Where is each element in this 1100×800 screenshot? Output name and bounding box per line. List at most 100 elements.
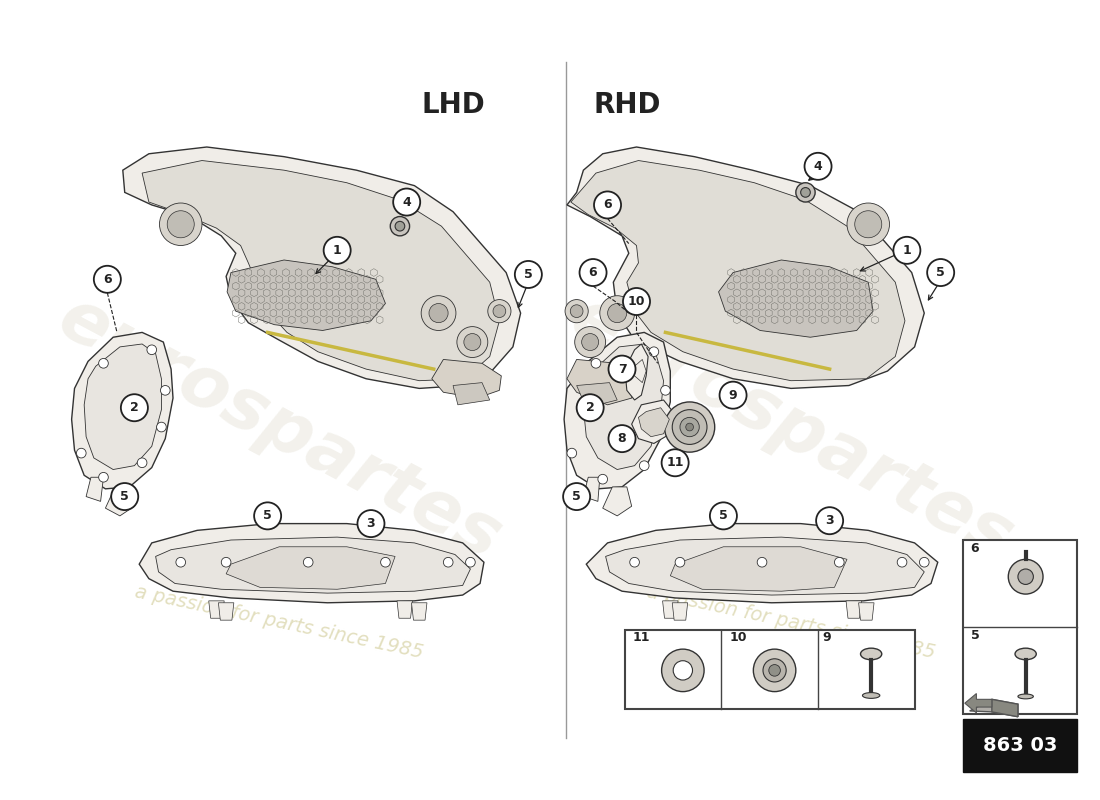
Polygon shape [432,359,502,398]
Circle shape [574,326,606,358]
Circle shape [680,418,700,437]
Circle shape [591,358,601,368]
Polygon shape [123,147,520,389]
Text: 3: 3 [825,514,834,527]
Circle shape [576,394,604,422]
Polygon shape [155,537,471,593]
Text: LHD: LHD [421,91,485,119]
Polygon shape [672,602,688,620]
Circle shape [598,474,607,484]
Text: 1: 1 [902,244,911,257]
Circle shape [710,502,737,530]
Polygon shape [992,699,1018,717]
Circle shape [629,558,639,567]
Polygon shape [453,382,490,405]
Circle shape [111,483,139,510]
Text: eurospartes: eurospartes [46,283,513,574]
Circle shape [582,334,598,350]
Polygon shape [859,602,874,620]
Text: 10: 10 [628,295,646,308]
Text: 10: 10 [729,631,747,645]
Text: 2: 2 [130,402,139,414]
Circle shape [675,558,685,567]
Text: 9: 9 [823,631,832,645]
Circle shape [754,649,795,692]
Polygon shape [571,161,905,381]
Polygon shape [638,408,669,437]
Circle shape [1018,569,1033,585]
Circle shape [421,296,455,330]
Circle shape [393,189,420,215]
Polygon shape [662,601,678,618]
Circle shape [443,558,453,567]
Text: 5: 5 [970,629,979,642]
Circle shape [570,305,583,318]
Circle shape [649,347,659,357]
Ellipse shape [860,648,882,660]
Polygon shape [965,694,992,713]
Text: 5: 5 [936,266,945,279]
Circle shape [661,386,670,395]
Circle shape [99,473,108,482]
Circle shape [465,558,475,567]
Circle shape [161,386,170,395]
Text: 5: 5 [263,510,272,522]
Bar [962,718,1077,772]
Circle shape [757,558,767,567]
Circle shape [608,355,636,382]
Circle shape [138,458,147,467]
Polygon shape [142,161,499,381]
Text: RHD: RHD [593,91,661,119]
Polygon shape [106,487,134,516]
Polygon shape [209,601,224,618]
Ellipse shape [1015,648,1036,660]
Circle shape [1009,559,1043,594]
Text: 9: 9 [729,389,737,402]
Circle shape [167,210,195,238]
Text: 863 03: 863 03 [982,736,1057,754]
Text: 6: 6 [588,266,597,279]
Circle shape [515,261,542,288]
Text: 4: 4 [403,195,411,209]
Circle shape [893,237,921,264]
Text: 5: 5 [719,510,728,522]
Circle shape [672,410,707,445]
Text: 1: 1 [333,244,341,257]
Circle shape [719,382,747,409]
Circle shape [920,558,929,567]
Polygon shape [566,147,924,389]
Polygon shape [603,487,631,516]
Circle shape [429,303,448,322]
Circle shape [563,483,591,510]
Polygon shape [631,400,675,443]
Circle shape [94,266,121,293]
Polygon shape [86,478,103,502]
Circle shape [661,649,704,692]
Circle shape [323,237,351,264]
Polygon shape [670,546,847,591]
Text: 4: 4 [814,160,823,173]
Circle shape [763,658,786,682]
Polygon shape [411,602,427,620]
Circle shape [664,402,715,452]
Circle shape [565,299,588,322]
Text: 11: 11 [667,456,684,470]
Circle shape [156,422,166,432]
Circle shape [927,259,954,286]
Text: 7: 7 [617,362,626,376]
Circle shape [254,502,282,530]
Circle shape [855,210,882,238]
Ellipse shape [862,693,880,698]
Circle shape [835,558,844,567]
Circle shape [176,558,186,567]
Text: 6: 6 [103,273,112,286]
Polygon shape [583,478,600,502]
Circle shape [76,448,86,458]
Text: 5: 5 [120,490,129,503]
Polygon shape [397,601,412,618]
Circle shape [456,326,487,358]
Circle shape [99,358,108,368]
Circle shape [623,288,650,315]
Polygon shape [85,344,162,470]
Circle shape [566,448,576,458]
